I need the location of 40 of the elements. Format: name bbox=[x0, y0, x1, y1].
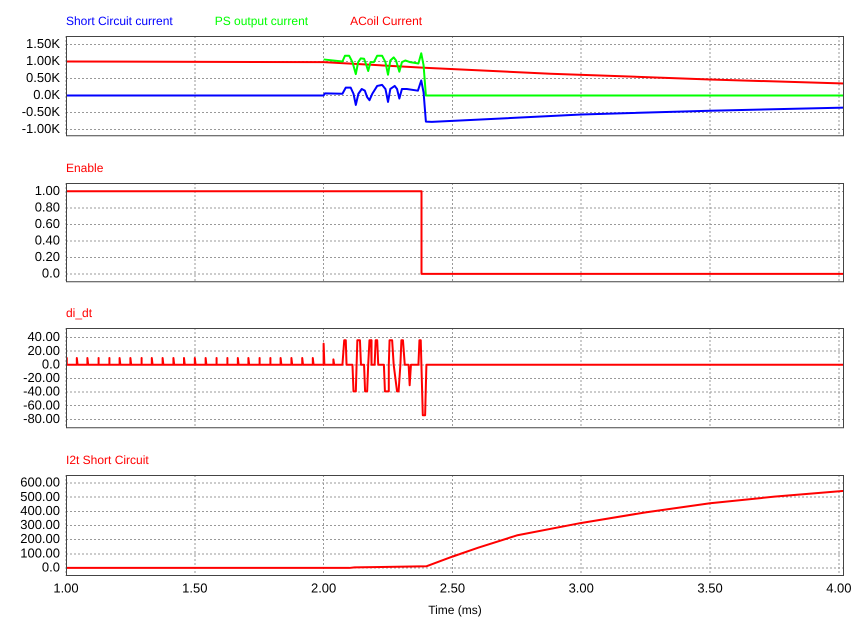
y-tick-label: 0.40 bbox=[34, 232, 60, 248]
y-tick-label: 20.00 bbox=[27, 342, 60, 358]
y-tick-label: -0.50K bbox=[22, 104, 60, 119]
y-tick-label: 0.50K bbox=[26, 70, 60, 86]
text: I2t Short Circuit bbox=[66, 453, 150, 467]
x-axis-title: Time (ms) bbox=[428, 603, 482, 618]
text: di_dt bbox=[66, 306, 93, 320]
text: PS output current bbox=[214, 14, 309, 28]
y-tick-label: 300.00 bbox=[20, 517, 60, 532]
series-label: Enable bbox=[66, 161, 104, 175]
text: Short Circuit current bbox=[66, 14, 174, 28]
y-tick-label: 0.0 bbox=[42, 356, 60, 372]
y-tick-label: 40.00 bbox=[27, 329, 60, 344]
y-tick-label: 1.00K bbox=[26, 53, 60, 68]
y-tick-label: 0.20 bbox=[34, 248, 60, 264]
y-tick-label: -1.00K bbox=[22, 120, 60, 136]
y-tick-label: 0.0 bbox=[42, 560, 60, 575]
y-tick-label: -40.00 bbox=[23, 384, 60, 399]
y-tick-label: 400.00 bbox=[20, 502, 60, 518]
y-tick-label: 0.80 bbox=[34, 199, 60, 214]
x-tick-label: 3.00 bbox=[568, 580, 594, 596]
x-tick-label: 2.00 bbox=[310, 580, 336, 596]
y-tick-label: 200.00 bbox=[20, 531, 60, 546]
y-tick-label: -60.00 bbox=[23, 397, 60, 412]
x-tick-label: 2.50 bbox=[440, 580, 466, 596]
y-tick-label: 500.00 bbox=[20, 488, 60, 504]
y-tick-label: 600.00 bbox=[20, 474, 60, 490]
y-tick-label: -80.00 bbox=[23, 410, 60, 426]
text: ACoil Current bbox=[350, 14, 423, 28]
x-tick-label: 3.50 bbox=[697, 580, 723, 596]
y-tick-label: 100.00 bbox=[20, 545, 60, 560]
y-tick-label: -20.00 bbox=[23, 370, 60, 386]
y-tick-label: 0.0K bbox=[33, 87, 60, 102]
y-tick-label: 1.00 bbox=[34, 182, 60, 198]
y-tick-label: 0.60 bbox=[34, 216, 60, 231]
x-tick-label: 1.00 bbox=[53, 580, 79, 596]
y-tick-label: 0.0 bbox=[42, 266, 60, 281]
y-tick-label: 1.50K bbox=[26, 36, 60, 52]
x-tick-label: 4.00 bbox=[826, 580, 852, 596]
x-tick-label: 1.50 bbox=[182, 580, 208, 596]
